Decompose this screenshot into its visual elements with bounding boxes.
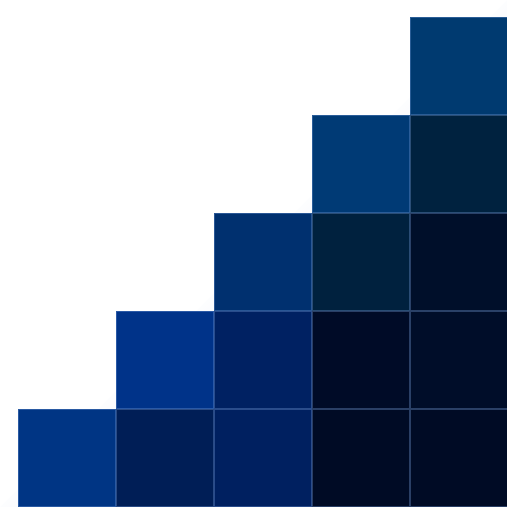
grid-tile bbox=[410, 17, 507, 115]
grid-tile bbox=[116, 311, 214, 409]
grid-tile bbox=[312, 213, 410, 311]
grid-tile bbox=[312, 311, 410, 409]
grid-tile bbox=[312, 409, 410, 507]
grid-tile bbox=[214, 311, 312, 409]
grid-tile bbox=[18, 409, 116, 507]
grid-tile bbox=[410, 213, 507, 311]
grid-tile bbox=[312, 115, 410, 213]
grid-tile bbox=[214, 409, 312, 507]
grid-tile bbox=[410, 311, 507, 409]
grid-tile bbox=[214, 213, 312, 311]
grid-tile bbox=[116, 409, 214, 507]
grid-tile bbox=[410, 409, 507, 507]
grid-tile bbox=[410, 115, 507, 213]
